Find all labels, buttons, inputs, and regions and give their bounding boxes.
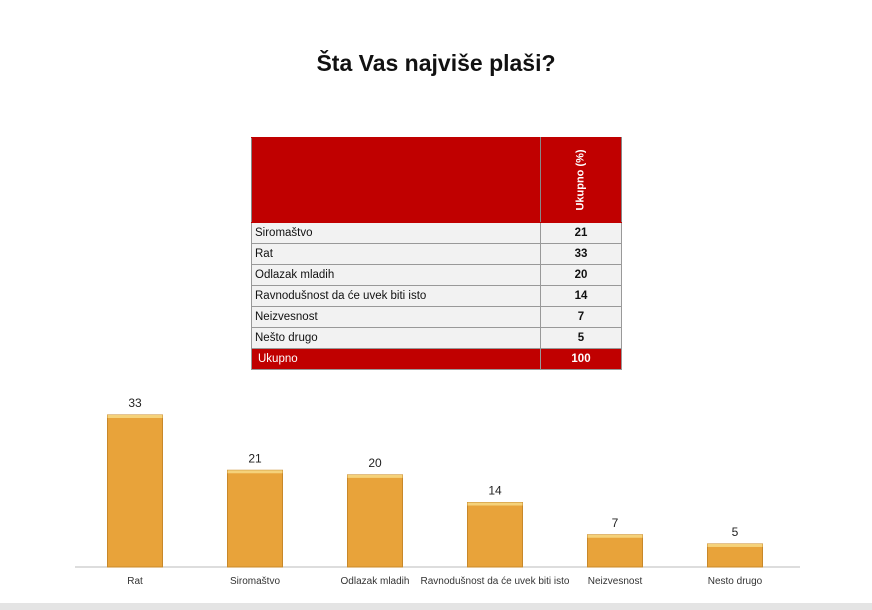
bar-highlight [347, 474, 403, 478]
data-label: 21 [248, 451, 262, 465]
row-label: Odlazak mladih [251, 264, 541, 286]
header-empty-cell [251, 137, 541, 223]
table-total-row: Ukupno 100 [251, 348, 622, 370]
table-row: Siromaštvo 21 [251, 222, 622, 244]
x-tick-label: Rat [127, 576, 143, 587]
row-value: 7 [540, 306, 622, 328]
total-label: Ukupno [251, 348, 541, 370]
bar [107, 414, 163, 568]
table-header-row: Ukupno (%) [251, 137, 622, 223]
bar [227, 469, 283, 568]
row-label: Rat [251, 243, 541, 265]
row-value: 5 [540, 327, 622, 349]
table-row: Odlazak mladih 20 [251, 264, 622, 286]
page-title: Šta Vas najviše plaši? [316, 50, 556, 76]
column-header: Ukupno (%) [574, 149, 587, 211]
bar [347, 474, 403, 568]
bar-highlight [707, 543, 763, 547]
bar [587, 534, 643, 568]
row-value: 14 [540, 285, 622, 307]
bar [467, 502, 523, 568]
row-label: Neizvesnost [251, 306, 541, 328]
x-tick-label: Nesto drugo [708, 576, 763, 587]
x-tick-label: Ravnodušnost da će uvek biti isto [421, 576, 570, 587]
bar [707, 543, 763, 568]
table-row: Nešto drugo 5 [251, 327, 622, 349]
x-tick-label: Siromaštvo [230, 576, 280, 587]
bar-highlight [587, 534, 643, 538]
header-total-cell: Ukupno (%) [540, 137, 622, 223]
row-value: 33 [540, 243, 622, 265]
row-value: 20 [540, 264, 622, 286]
data-label: 14 [488, 484, 502, 498]
bar-highlight [107, 415, 163, 418]
x-tick-label: Odlazak mladih [341, 576, 410, 587]
bar-chart: 33 Rat 21 Siromaštvo 20 Odlazak mladih 14 Ravno… [75, 396, 800, 587]
bar-highlight [467, 502, 523, 506]
x-tick-label: Neizvesnost [588, 576, 643, 587]
table-row: Rat 33 [251, 243, 622, 265]
data-label: 5 [732, 525, 739, 539]
row-label: Siromaštvo [251, 222, 541, 244]
data-label: 20 [368, 456, 382, 470]
row-label: Ravnodušnost da će uvek biti isto [251, 285, 541, 307]
row-value: 21 [540, 222, 622, 244]
total-value: 100 [540, 348, 622, 370]
results-table: Ukupno (%) Siromaštvo 21 Rat 33 Odlazak mlad… [251, 137, 622, 370]
row-label: Nešto drugo [251, 327, 541, 349]
table-row: Neizvesnost 7 [251, 306, 622, 328]
data-label: 7 [612, 516, 619, 530]
table-row: Ravnodušnost da će uvek biti isto 14 [251, 285, 622, 307]
data-label: 33 [128, 396, 142, 410]
bar-highlight [227, 470, 283, 474]
bottom-strip [0, 603, 872, 610]
